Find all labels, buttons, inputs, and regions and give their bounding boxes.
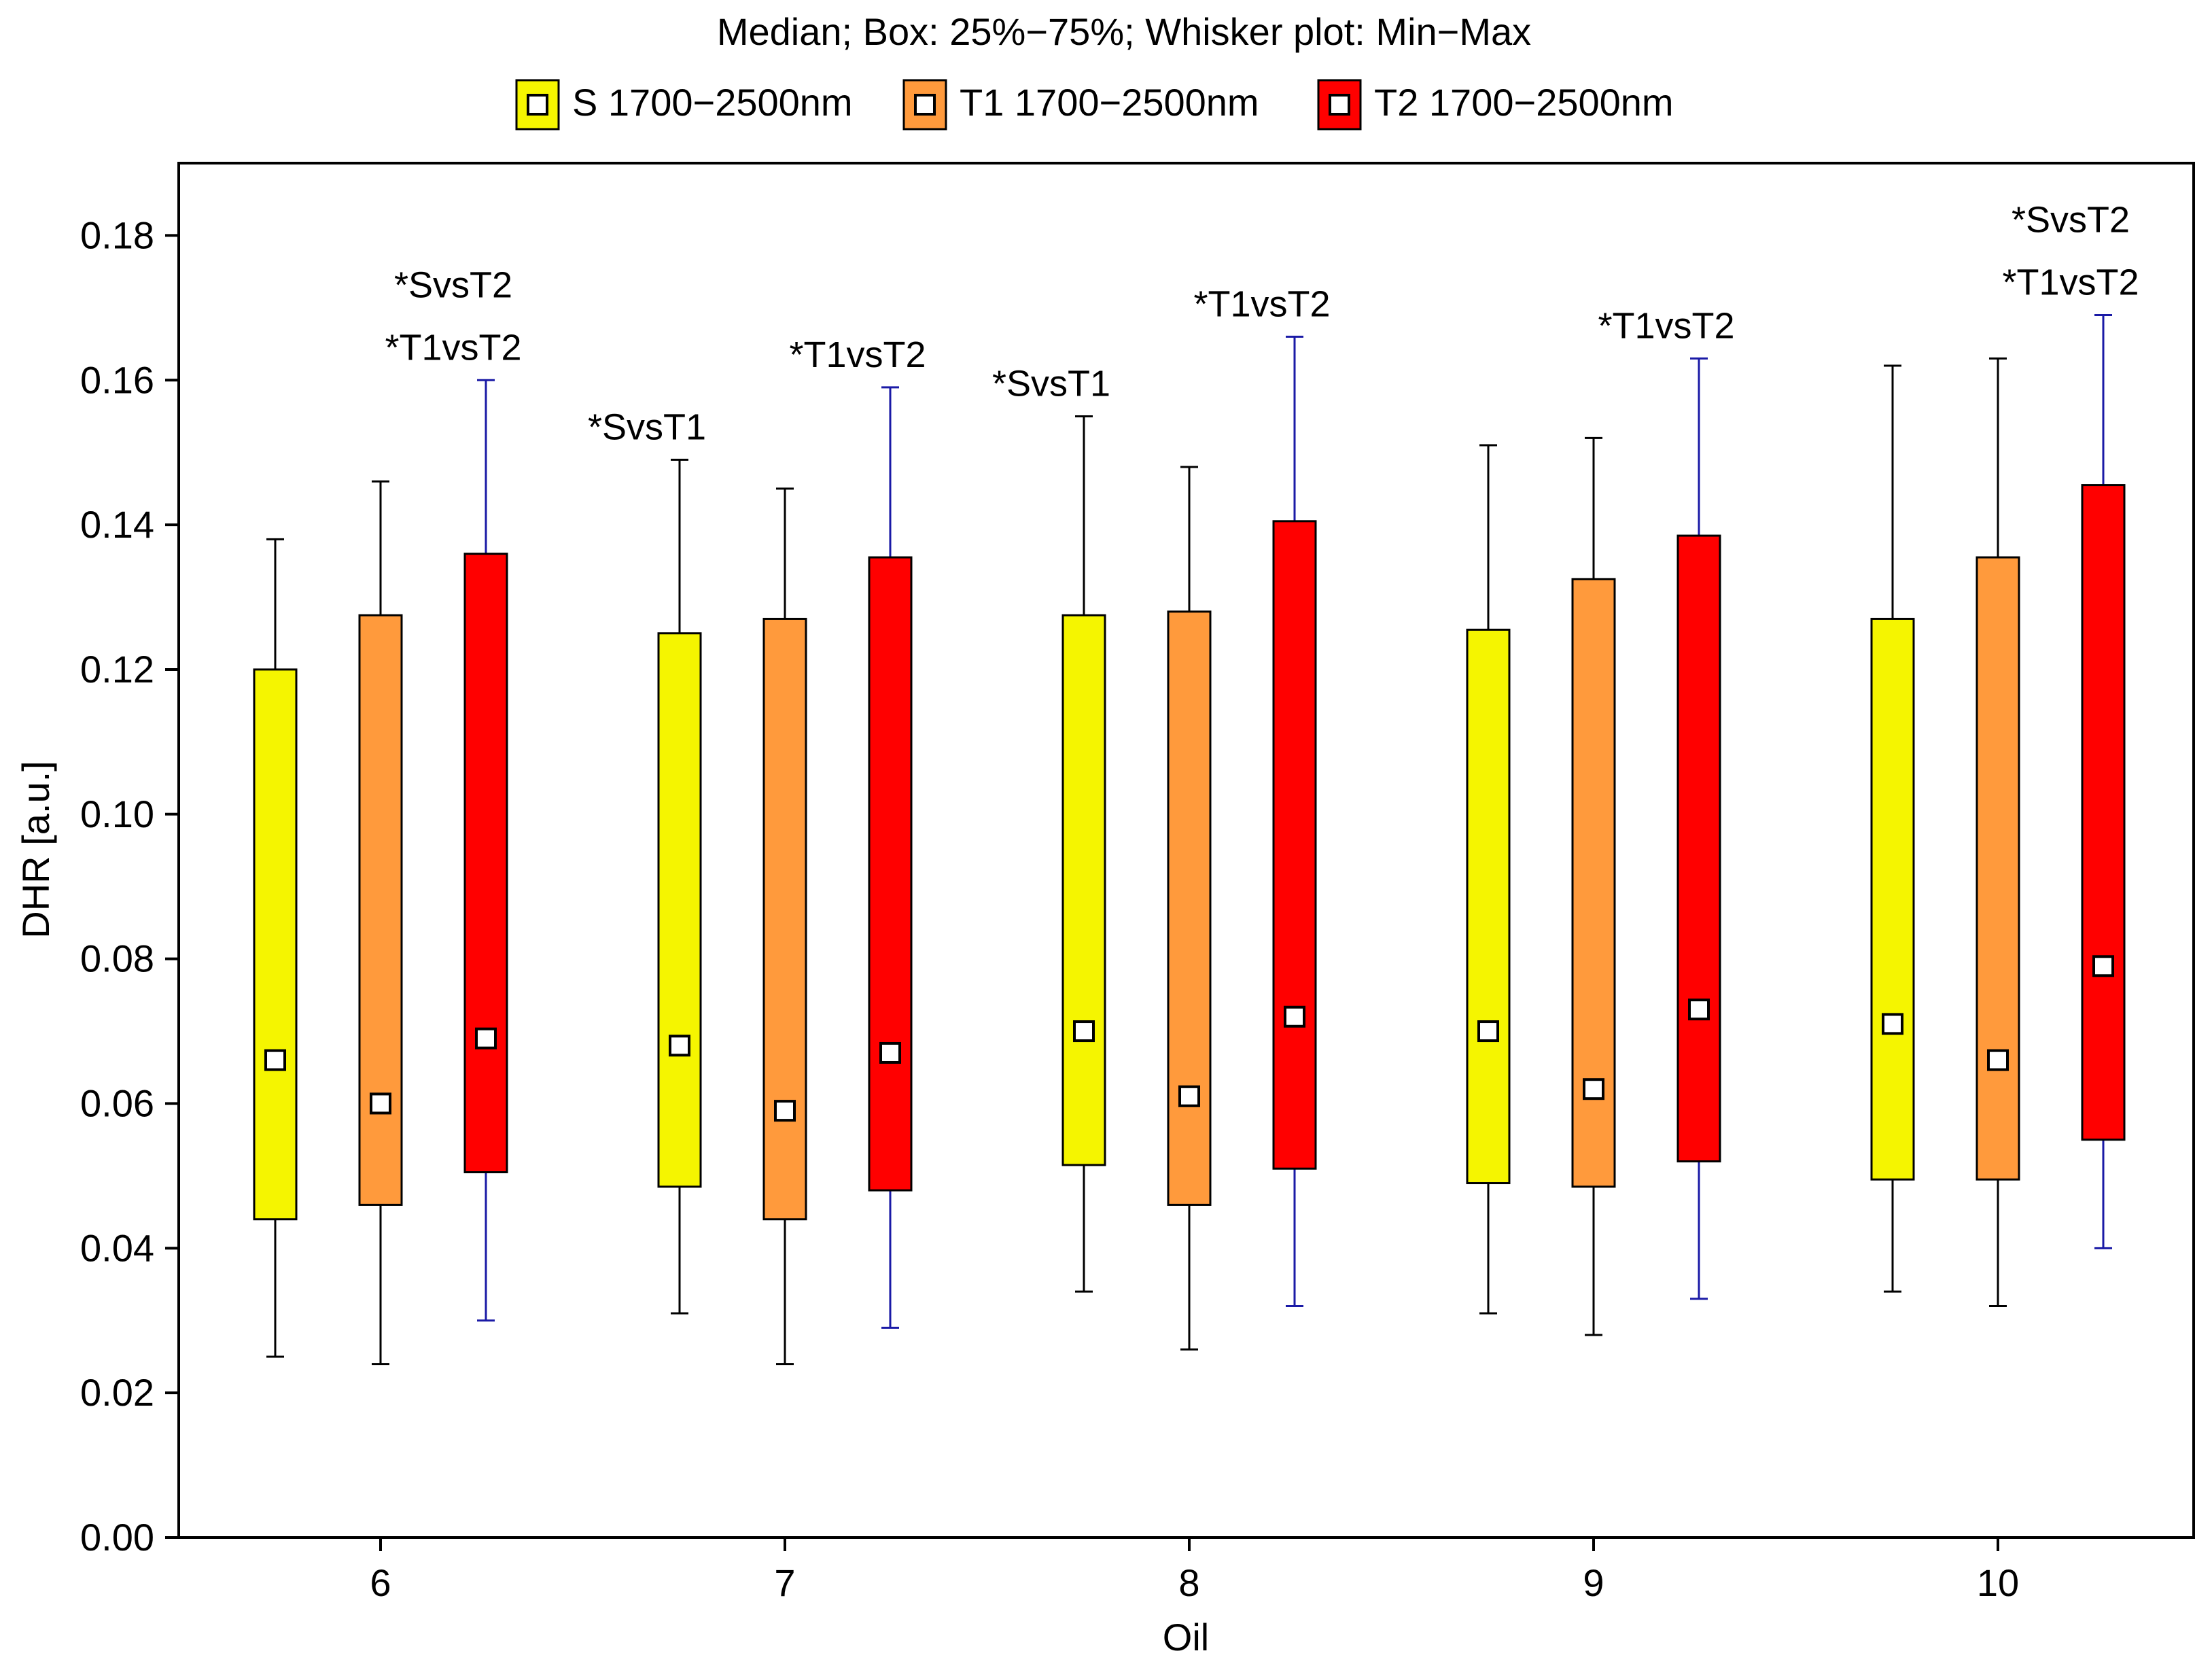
median-marker <box>1688 999 1710 1021</box>
box-group <box>1466 444 1511 1315</box>
median-marker <box>1284 1005 1305 1028</box>
box-group <box>253 538 298 1358</box>
iqr-box <box>1466 628 1511 1185</box>
legend-item: T2 1700−2500nm <box>1317 79 1674 131</box>
chart-title: Median; Box: 25%−75%; Whisker plot: Min−… <box>717 10 1531 53</box>
iqr-box <box>1167 610 1212 1206</box>
median-marker <box>1073 1020 1095 1043</box>
median-marker <box>879 1041 901 1064</box>
legend-label: T2 1700−2500nm <box>1374 81 1674 124</box>
iqr-box <box>253 668 298 1221</box>
box-group <box>1272 335 1317 1307</box>
box-group <box>762 487 807 1366</box>
y-tick-label: 0.08 <box>80 937 154 980</box>
y-tick-label: 0.16 <box>80 358 154 401</box>
legend-median-marker <box>527 94 548 116</box>
y-tick-label: 0.18 <box>80 213 154 256</box>
legend-median-marker <box>914 94 936 116</box>
median-marker <box>1178 1085 1200 1107</box>
significance-label: *SvsT1 <box>992 363 1110 404</box>
y-tick-label: 0.06 <box>80 1081 154 1124</box>
box-group <box>1167 466 1212 1351</box>
iqr-box <box>657 632 702 1188</box>
iqr-box <box>1676 534 1721 1163</box>
box-group <box>1976 357 2020 1307</box>
significance-label: *T1vsT2 <box>385 327 521 368</box>
box-group <box>1571 436 1616 1336</box>
median-marker <box>669 1035 690 1057</box>
iqr-box <box>463 553 508 1174</box>
significance-label: *SvsT1 <box>588 406 706 447</box>
iqr-box <box>358 614 403 1206</box>
x-tick-label: 6 <box>370 1561 391 1604</box>
box-group <box>868 386 913 1329</box>
median-marker <box>2092 955 2114 977</box>
legend-item: S 1700−2500nm <box>515 79 853 131</box>
iqr-box <box>868 556 913 1192</box>
legend-item: T1 1700−2500nm <box>902 79 1259 131</box>
median-marker <box>1583 1078 1604 1100</box>
iqr-box <box>1976 556 2020 1181</box>
plot-frame <box>177 162 2195 1539</box>
median-marker <box>370 1092 391 1115</box>
y-axis-title: DHR [a.u.] <box>14 761 57 938</box>
box-marks <box>253 313 2126 1366</box>
y-tick-label: 0.00 <box>80 1516 154 1559</box>
box-group <box>358 480 403 1366</box>
significance-label: *SvsT2 <box>2012 199 2130 240</box>
median-marker <box>475 1027 497 1049</box>
x-tick-label: 8 <box>1178 1561 1199 1604</box>
legend-swatch <box>1317 79 1362 131</box>
legend: S 1700−2500nm T1 1700−2500nm T2 1700−2500n… <box>515 79 1674 131</box>
x-tick-label: 7 <box>774 1561 795 1604</box>
median-marker <box>1987 1049 2009 1071</box>
legend-median-marker <box>1329 94 1350 116</box>
significance-label: *T1vsT2 <box>1193 283 1330 324</box>
box-group <box>1676 357 1721 1300</box>
y-axis: 0.00 0.02 0.04 0.06 0.08 0.10 0.12 0.14 0.16 0.18 <box>80 213 179 1559</box>
plot-area <box>177 162 2195 1539</box>
legend-label: T1 1700−2500nm <box>960 81 1259 124</box>
significance-label: *T1vsT2 <box>1598 305 1734 346</box>
iqr-box <box>2081 484 2126 1141</box>
box-group <box>1061 415 1106 1293</box>
median-marker <box>1882 1013 1903 1035</box>
median-marker <box>774 1100 796 1122</box>
x-tick-label: 9 <box>1583 1561 1604 1604</box>
y-tick-label: 0.10 <box>80 793 154 835</box>
box-group <box>1870 364 1915 1293</box>
iqr-box <box>762 617 807 1221</box>
y-tick-label: 0.14 <box>80 503 154 546</box>
median-marker <box>1477 1020 1499 1043</box>
x-tick-label: 10 <box>1977 1561 2019 1604</box>
significance-label: *T1vsT2 <box>789 334 926 375</box>
y-tick-label: 0.04 <box>80 1226 154 1269</box>
median-marker <box>264 1049 286 1071</box>
iqr-box <box>1870 617 1915 1181</box>
significance-label: *SvsT2 <box>394 264 512 305</box>
box-group <box>463 379 508 1322</box>
iqr-box <box>1272 520 1317 1170</box>
box-group <box>657 458 702 1315</box>
significance-label: *T1vsT2 <box>2002 262 2139 302</box>
y-tick-label: 0.12 <box>80 648 154 691</box>
legend-label: S 1700−2500nm <box>572 81 853 124</box>
iqr-box <box>1061 614 1106 1166</box>
x-axis: 6 7 8 9 10 <box>370 1538 2019 1604</box>
box-group <box>2081 313 2126 1249</box>
x-axis-title: Oil <box>1163 1616 1209 1659</box>
y-tick-label: 0.02 <box>80 1371 154 1414</box>
significance-annotations: *SvsT2 *T1vsT2 *SvsT1 *T1vsT2 *SvsT1 *T1vsT2 *… <box>385 199 2139 447</box>
